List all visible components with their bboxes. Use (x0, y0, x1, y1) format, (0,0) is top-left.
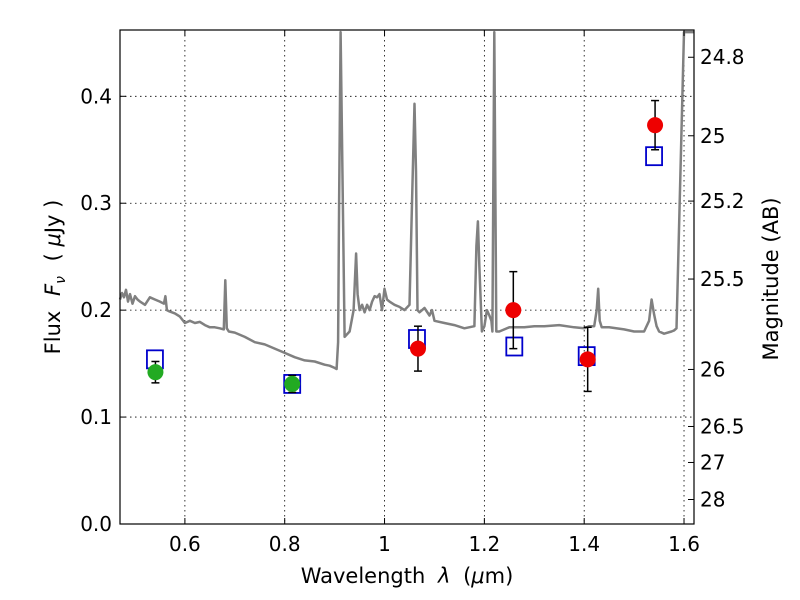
y2-tick-label: 26 (700, 357, 725, 381)
y-axis-label-symbol: F (41, 283, 65, 296)
y-axis-label-open: ( (41, 247, 65, 262)
observed-points-layer (147, 117, 664, 392)
tick-labels: 0.6 0.8 1 1.2 1.4 1.6 0.0 0.1 0.2 0.3 0.4 24.8 25 25.… (80, 45, 744, 556)
y-tick-label: 0.4 (80, 84, 112, 108)
y-axis-label-rest: Jy ) (41, 200, 65, 236)
y2-tick-label: 25 (700, 124, 725, 148)
y2-tick-label: 25.5 (700, 267, 745, 291)
x-tick-label: 1.6 (668, 532, 700, 556)
y-tick-label: 0.1 (80, 405, 112, 429)
observed-point-green (284, 375, 301, 392)
y2-tick-label: 26.5 (700, 414, 745, 438)
x-tick-label: 1.4 (568, 532, 600, 556)
y2-tick-label: 27 (700, 450, 725, 474)
model-point-square (505, 336, 524, 357)
model-spectrum-layer (118, 30, 694, 371)
y2-tick-label: 24.8 (700, 45, 745, 69)
y-tick-label: 0.2 (80, 298, 112, 322)
grid-lines (120, 30, 694, 525)
x-axis-label-prefix: Wavelength (301, 564, 426, 588)
y-tick-label: 0.0 (80, 512, 112, 536)
x-axis-label-mu: μ (470, 564, 484, 588)
y2-tick-label: 25.2 (700, 189, 745, 213)
observed-point-red (579, 351, 596, 368)
observed-point-red (409, 340, 426, 357)
y-tick-label: 0.3 (80, 191, 112, 215)
observed-point-red (505, 302, 522, 319)
x-tick-label: 1.2 (468, 532, 500, 556)
model-spectrum-line (118, 30, 694, 371)
x-tick-label: 1 (378, 532, 391, 556)
y-axis-label-mu: μ (41, 233, 65, 247)
y-axis-label-prefix: Flux (41, 311, 65, 355)
observed-point-green (147, 364, 164, 381)
x-tick-label: 0.8 (269, 532, 301, 556)
y-axis-label: Flux Fν ( μJy ) (41, 200, 70, 355)
y2-axis-label: Magnitude (AB) (759, 197, 783, 360)
x-axis-label: Wavelength λ (μm) (301, 564, 514, 588)
error-bars-layer (151, 99, 660, 394)
x-axis-label-rest: m) (485, 564, 514, 588)
x-axis-label-symbol: λ (437, 564, 450, 588)
model-point-square (645, 146, 663, 167)
plot-frame (119, 29, 695, 525)
y2-tick-label: 28 (700, 488, 725, 512)
x-tick-label: 0.6 (169, 532, 201, 556)
y-axis-label-sub: ν (53, 276, 69, 284)
observed-point-red (647, 117, 664, 134)
axis-ticks (120, 30, 694, 525)
x-axis-label-open: ( (463, 564, 471, 588)
